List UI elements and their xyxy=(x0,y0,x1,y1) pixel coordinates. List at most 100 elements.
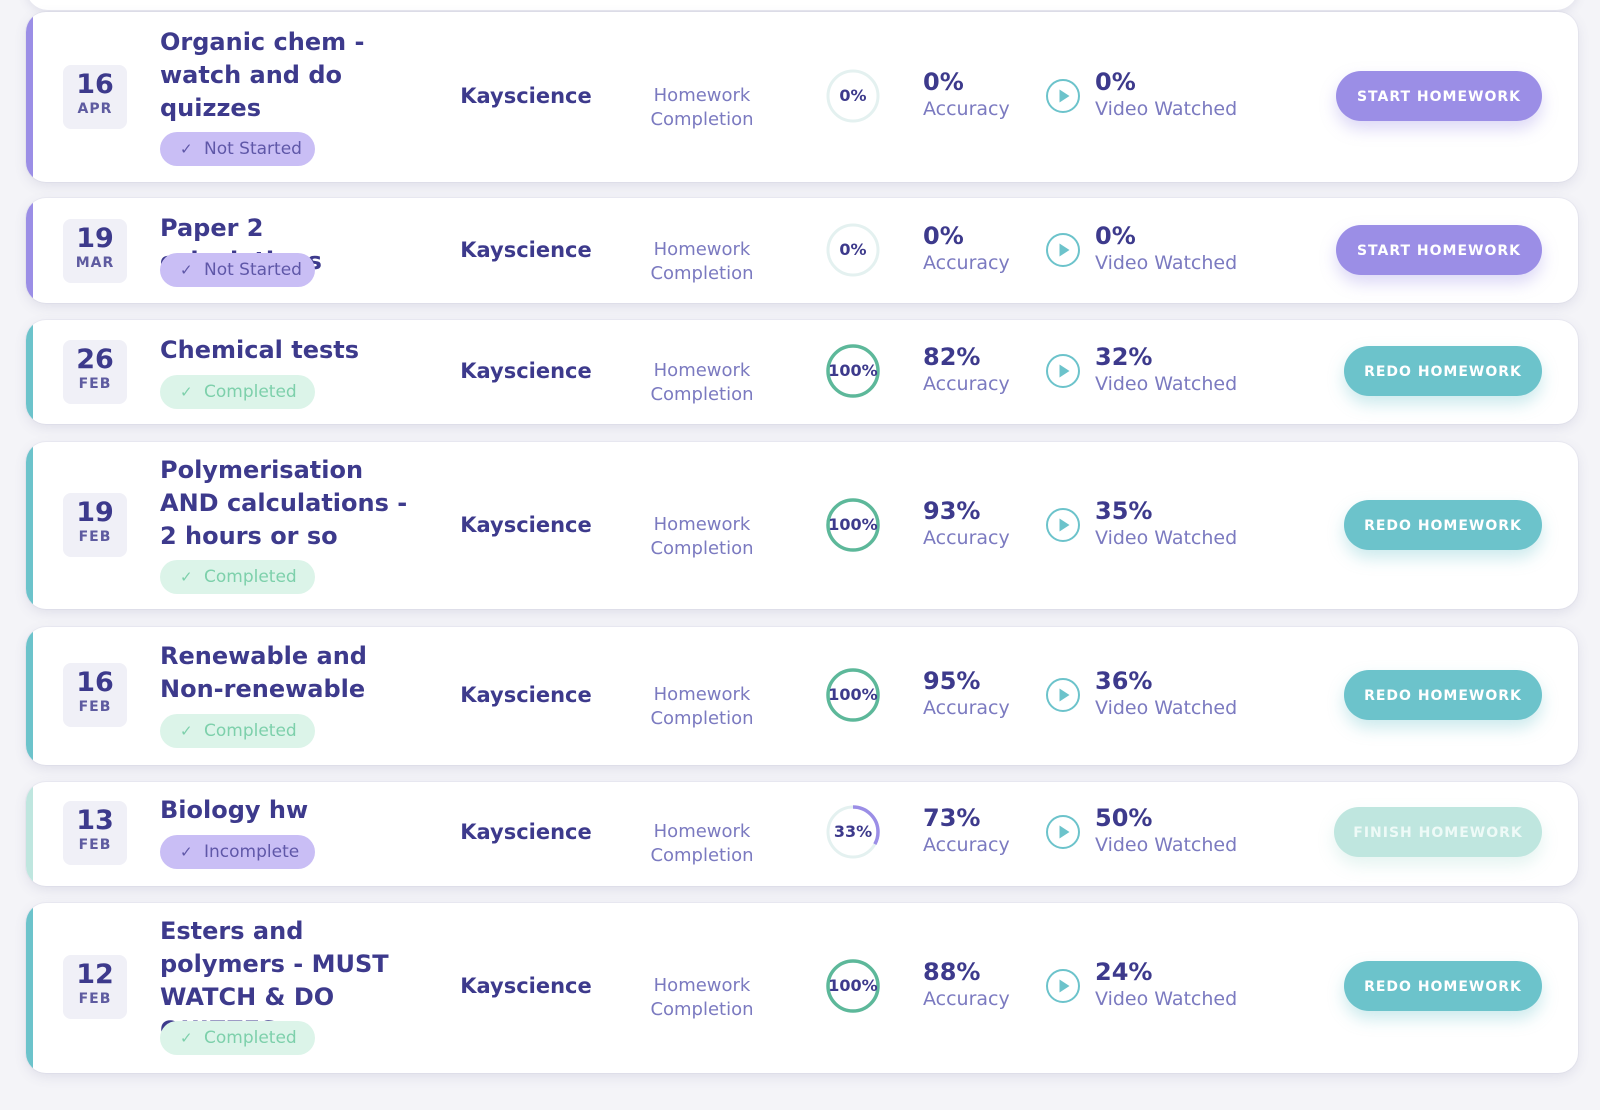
status-badge: ✓ Completed xyxy=(160,375,315,409)
completion-ring-track xyxy=(826,223,880,277)
status-accent-bar xyxy=(26,320,33,424)
completion-label: Homework Completion xyxy=(650,360,754,405)
accuracy-stat: 73% Accuracy xyxy=(923,804,1033,858)
video-label: Video Watched xyxy=(1095,697,1238,719)
accuracy-label: Accuracy xyxy=(923,373,1010,395)
due-day: 16 xyxy=(76,69,114,100)
completion-ring-graphic xyxy=(826,668,880,722)
completion-ring-progress xyxy=(826,805,880,859)
play-circle-icon[interactable] xyxy=(1045,232,1081,268)
video-label: Video Watched xyxy=(1095,98,1238,120)
status-label: Completed xyxy=(204,721,297,741)
completion-ring-progress xyxy=(826,959,880,1013)
accuracy-stat: 0% Accuracy xyxy=(923,222,1033,276)
completion-label: Homework Completion xyxy=(650,975,754,1020)
status-label: Incomplete xyxy=(204,842,300,862)
due-month: FEB xyxy=(78,699,112,715)
start-homework-button[interactable]: START HOMEWORK xyxy=(1336,225,1542,275)
completion-label: Homework Completion xyxy=(650,239,754,284)
due-date: 12 FEB xyxy=(63,955,127,1019)
accuracy-value: 73% xyxy=(923,804,981,832)
due-day: 26 xyxy=(76,344,114,375)
video-label: Video Watched xyxy=(1095,834,1238,856)
completion-value: 33% xyxy=(833,822,873,841)
redo-homework-button[interactable]: REDO HOMEWORK xyxy=(1344,500,1542,550)
status-label: Not Started xyxy=(204,139,302,159)
completion-ring-progress xyxy=(826,498,880,552)
due-month: FEB xyxy=(78,376,112,392)
start-homework-button[interactable]: START HOMEWORK xyxy=(1336,71,1542,121)
completion-value: 100% xyxy=(828,361,878,380)
due-day: 16 xyxy=(76,667,114,698)
teacher-name: Kayscience xyxy=(460,974,592,998)
accuracy-label: Accuracy xyxy=(923,834,1010,856)
due-day: 13 xyxy=(76,805,114,836)
completion-ring-graphic xyxy=(826,959,880,1013)
video-value: 35% xyxy=(1095,497,1153,525)
completion-label: Homework Completion xyxy=(650,514,754,559)
teacher-name: Kayscience xyxy=(460,359,592,383)
completion-ring: 100% xyxy=(824,342,882,400)
homework-row[interactable]: 26 FEB Chemical tests ✓ Completed Kayscie… xyxy=(26,320,1578,424)
due-month: FEB xyxy=(78,529,112,545)
redo-homework-button[interactable]: REDO HOMEWORK xyxy=(1344,670,1542,720)
status-badge: ✓ Completed xyxy=(160,560,315,594)
accuracy-stat: 93% Accuracy xyxy=(923,497,1033,551)
homework-row[interactable]: 12 FEB Esters and polymers - MUST WATCH … xyxy=(26,903,1578,1073)
play-circle-icon[interactable] xyxy=(1045,507,1081,543)
video-stat: 0% Video Watched xyxy=(1095,222,1255,276)
video-value: 32% xyxy=(1095,343,1153,371)
due-day: 19 xyxy=(76,223,114,254)
completion-ring-graphic xyxy=(826,223,880,277)
homework-title[interactable]: Biology hw xyxy=(160,796,309,824)
accuracy-label: Accuracy xyxy=(923,527,1010,549)
accuracy-label: Accuracy xyxy=(923,988,1010,1010)
homework-row[interactable]: 16 FEB Renewable and Non-renewable ✓ Comp… xyxy=(26,627,1578,765)
video-value: 36% xyxy=(1095,667,1153,695)
redo-homework-button[interactable]: REDO HOMEWORK xyxy=(1344,961,1542,1011)
accuracy-label: Accuracy xyxy=(923,252,1010,274)
completion-ring: 100% xyxy=(824,666,882,724)
completion-label: Homework Completion xyxy=(650,684,754,729)
accuracy-stat: 0% Accuracy xyxy=(923,68,1033,122)
status-accent-bar xyxy=(26,442,33,609)
video-value: 0% xyxy=(1095,68,1136,96)
teacher-name: Kayscience xyxy=(460,84,592,108)
homework-title[interactable]: Renewable and Non-renewable xyxy=(160,642,367,703)
due-month: FEB xyxy=(78,991,112,1007)
play-circle-icon[interactable] xyxy=(1045,677,1081,713)
completion-ring-track xyxy=(826,69,880,123)
due-month: FEB xyxy=(78,837,112,853)
play-circle-icon[interactable] xyxy=(1045,968,1081,1004)
teacher-name: Kayscience xyxy=(460,513,592,537)
video-stat: 24% Video Watched xyxy=(1095,958,1255,1012)
due-date: 19 MAR xyxy=(63,219,127,283)
due-month: MAR xyxy=(75,255,115,271)
redo-homework-button[interactable]: REDO HOMEWORK xyxy=(1344,346,1542,396)
play-circle-icon[interactable] xyxy=(1045,353,1081,389)
homework-title[interactable]: Organic chem - watch and do quizzes xyxy=(160,28,365,122)
homework-row[interactable]: 13 FEB Biology hw ✓ Incomplete Kayscience… xyxy=(26,782,1578,886)
accuracy-value: 95% xyxy=(923,667,981,695)
checkmark-icon: ✓ xyxy=(180,843,193,861)
completion-ring: 0% xyxy=(824,221,882,279)
completion-value: 100% xyxy=(828,976,878,995)
play-circle-icon[interactable] xyxy=(1045,814,1081,850)
homework-row[interactable]: 19 MAR Paper 2 calculations ✓Not Started… xyxy=(26,198,1578,303)
homework-row[interactable]: 16 APR Organic chem - watch and do quizz… xyxy=(26,12,1578,182)
homework-title[interactable]: Chemical tests xyxy=(160,336,360,364)
finish-homework-button[interactable]: FINISH HOMEWORK xyxy=(1334,807,1542,857)
due-date: 13 FEB xyxy=(63,801,127,865)
completion-ring-graphic xyxy=(826,805,880,859)
homework-row[interactable]: 19 FEB Polymerisation AND calculations -… xyxy=(26,442,1578,609)
play-circle-icon[interactable] xyxy=(1045,78,1081,114)
status-accent-bar xyxy=(26,198,33,303)
homework-title[interactable]: Polymerisation AND calculations - 2 hour… xyxy=(160,456,408,550)
accuracy-value: 93% xyxy=(923,497,981,525)
due-date: 16 APR xyxy=(63,65,127,129)
checkmark-icon: ✓ xyxy=(180,568,193,586)
status-accent-bar xyxy=(26,627,33,765)
teacher-name: Kayscience xyxy=(460,820,592,844)
accuracy-stat: 88% Accuracy xyxy=(923,958,1033,1012)
completion-ring-graphic xyxy=(826,498,880,552)
